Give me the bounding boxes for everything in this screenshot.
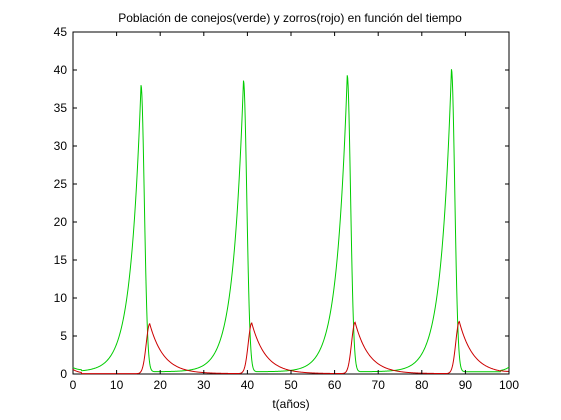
- x-tick-label: 80: [415, 378, 429, 392]
- y-tick-label: 35: [54, 101, 68, 115]
- y-tick-label: 25: [54, 177, 68, 191]
- y-tick-label: 20: [54, 215, 68, 229]
- axes-box: [72, 31, 510, 375]
- x-tick-label: 0: [70, 378, 77, 392]
- x-tick-label: 20: [154, 378, 168, 392]
- x-axis-label: t(años): [272, 397, 309, 411]
- y-tick-label: 0: [60, 367, 67, 381]
- y-tick-label: 5: [60, 329, 67, 343]
- x-tick-label: 40: [241, 378, 255, 392]
- x-tick-label: 100: [499, 378, 519, 392]
- x-tick-label: 10: [110, 378, 124, 392]
- x-tick-label: 60: [328, 378, 342, 392]
- chart-title: Población de conejos(verde) y zorros(roj…: [118, 11, 462, 25]
- y-tick-label: 45: [54, 25, 68, 39]
- x-tick-label: 70: [372, 378, 386, 392]
- x-tick-label: 50: [284, 378, 298, 392]
- ticks-layer: 0 10 20 30 40 50 60 70 80 90 100 0 5 10 15 20 25 30 35 40 45: [54, 25, 520, 392]
- x-tick-label: 90: [459, 378, 473, 392]
- y-tick-label: 30: [54, 139, 68, 153]
- x-tick-label: 30: [197, 378, 211, 392]
- y-tick-label: 40: [54, 63, 68, 77]
- y-tick-label: 10: [54, 291, 68, 305]
- y-tick-label: 15: [54, 253, 68, 267]
- plot-area: 0 10 20 30 40 50 60 70 80 90 100 0 5 10 15 20 25 30 35 40 45: [54, 25, 520, 392]
